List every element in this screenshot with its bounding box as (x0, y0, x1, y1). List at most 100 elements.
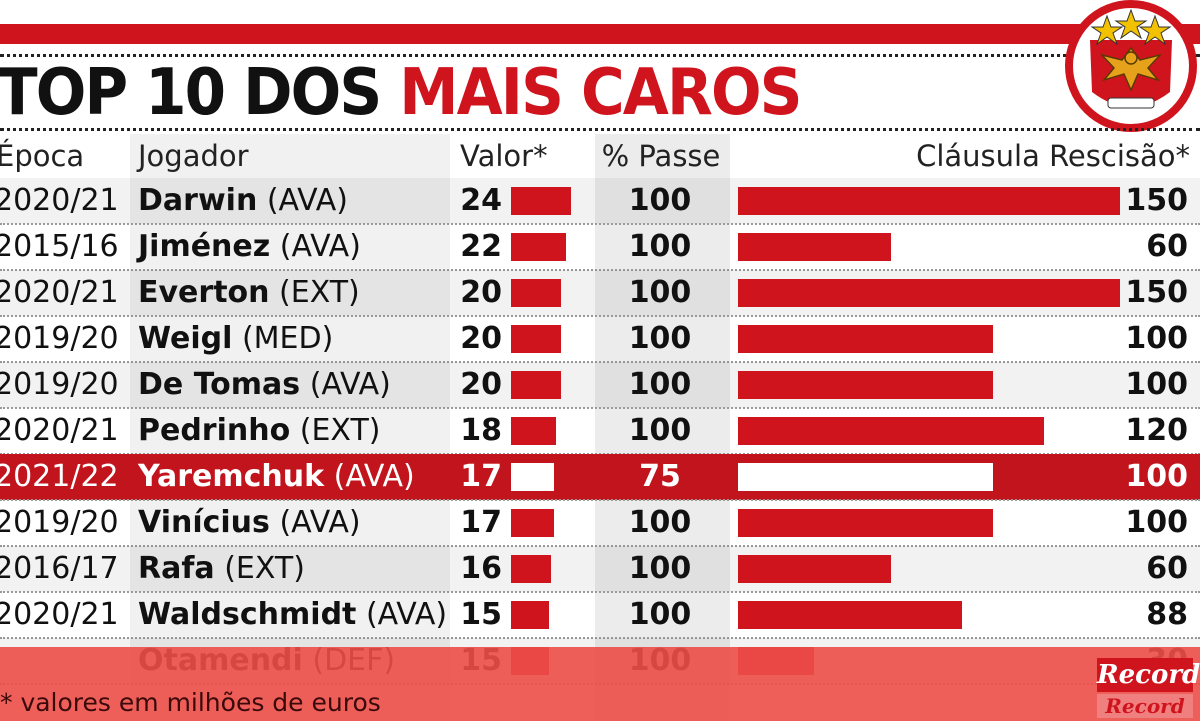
player-position: (AVA) (266, 183, 348, 218)
row-separator (0, 499, 1200, 501)
player-name: Vinícius (138, 505, 270, 540)
cell-valor: 20 (460, 321, 502, 356)
cell-valor: 18 (460, 413, 502, 448)
record-logo: Record (1097, 658, 1200, 692)
header-jogador: Jogador (138, 139, 249, 173)
cell-valor: 15 (460, 597, 502, 632)
row-separator (0, 545, 1200, 547)
player-name: Weigl (138, 321, 233, 356)
table-row: 2015/16 Jiménez (AVA) 22 100 60 (0, 224, 1200, 271)
cell-jogador: Yaremchuk (AVA) (138, 454, 415, 500)
cell-clausula: 88 (1146, 597, 1188, 632)
valor-bar (511, 279, 561, 307)
cell-clausula: 120 (1125, 413, 1188, 448)
cell-valor: 24 (460, 183, 502, 218)
cell-passe: 100 (628, 367, 692, 402)
clausula-bar (738, 463, 993, 491)
header-clausula: Cláusula Rescisão* (916, 139, 1190, 173)
header-passe: % Passe (601, 139, 721, 173)
clausula-bar (738, 325, 993, 353)
table-row: 2019/20 Weigl (MED) 20 100 100 (0, 316, 1200, 363)
player-position: (AVA) (279, 505, 361, 540)
column-shade-jogador (130, 134, 450, 721)
table-row: 2020/21 Everton (EXT) 20 100 150 (0, 270, 1200, 317)
cell-valor: 17 (460, 505, 502, 540)
cell-epoca: 2015/16 (0, 229, 119, 264)
cell-jogador: Weigl (MED) (138, 316, 333, 362)
footnote: * valores em milhões de euros (0, 688, 381, 717)
player-name: Waldschmidt (138, 597, 357, 632)
row-background (0, 546, 1200, 592)
cell-jogador: Rafa (EXT) (138, 546, 305, 592)
row-separator (0, 637, 1200, 639)
player-name: Jiménez (138, 229, 271, 264)
cell-epoca: 2020/21 (0, 275, 119, 310)
cell-valor: 20 (460, 275, 502, 310)
player-name: Everton (138, 275, 270, 310)
row-background (0, 454, 1200, 500)
cell-epoca: 2020/21 (0, 597, 119, 632)
cell-passe: 100 (628, 321, 692, 356)
row-separator (0, 407, 1200, 409)
cell-valor: 20 (460, 367, 502, 402)
cell-jogador: De Tomas (AVA) (138, 362, 391, 408)
cell-passe: 100 (628, 183, 692, 218)
cell-epoca: 2019/20 (0, 367, 119, 402)
player-name: Pedrinho (138, 413, 291, 448)
cell-epoca: 2019/20 (0, 505, 119, 540)
cell-jogador: Jiménez (AVA) (138, 224, 361, 270)
clausula-bar (738, 187, 1120, 215)
player-name: De Tomas (138, 367, 301, 402)
player-position: (AVA) (365, 597, 448, 632)
table-row: 2021/22 Yaremchuk (AVA) 17 75 100 (0, 454, 1200, 501)
title-part-black: TOP 10 DOS (0, 56, 382, 130)
valor-bar (511, 187, 571, 215)
cell-passe: 100 (628, 505, 692, 540)
table-row: 2020/21 Darwin (AVA) 24 100 150 (0, 178, 1200, 225)
cell-valor: 22 (460, 229, 502, 264)
player-position: (MED) (241, 321, 334, 356)
player-name: Darwin (138, 183, 258, 218)
player-position: (AVA) (309, 367, 391, 402)
table-row: 2019/20 Vinícius (AVA) 17 100 100 (0, 500, 1200, 547)
chart-title: TOP 10 DOS MAIS CAROS (0, 56, 803, 130)
table-row: 2016/17 Rafa (EXT) 16 100 60 (0, 546, 1200, 593)
cell-jogador: Darwin (AVA) (138, 178, 348, 224)
row-separator (0, 269, 1200, 271)
valor-bar (511, 325, 561, 353)
player-position: (AVA) (333, 459, 415, 494)
row-background (0, 362, 1200, 408)
cell-passe: 75 (639, 459, 681, 494)
cell-clausula: 150 (1125, 183, 1188, 218)
record-logo-secondary: Record (1097, 694, 1193, 718)
cell-jogador: Pedrinho (EXT) (138, 408, 380, 454)
row-separator (0, 223, 1200, 225)
dotted-divider (0, 128, 1200, 131)
player-name: Yaremchuk (138, 459, 325, 494)
cell-passe: 100 (628, 551, 692, 586)
cell-passe: 100 (628, 597, 692, 632)
cell-clausula: 60 (1146, 551, 1188, 586)
cell-valor: 17 (460, 459, 502, 494)
cell-epoca: 2020/21 (0, 183, 119, 218)
row-separator (0, 591, 1200, 593)
cell-clausula: 100 (1125, 459, 1188, 494)
header-valor: Valor* (460, 139, 548, 173)
top-red-bar (0, 24, 1200, 44)
header-epoca: Época (0, 139, 85, 173)
clausula-bar (738, 417, 1044, 445)
cell-clausula: 100 (1125, 367, 1188, 402)
player-position: (EXT) (224, 551, 305, 586)
player-position: (AVA) (279, 229, 361, 264)
clausula-bar (738, 371, 993, 399)
footer-overlay (0, 647, 1200, 721)
cell-clausula: 60 (1146, 229, 1188, 264)
valor-bar (511, 555, 551, 583)
title-part-red: MAIS CAROS (399, 56, 802, 130)
dotted-divider (0, 54, 1200, 57)
player-position: (EXT) (279, 275, 360, 310)
player-name: Rafa (138, 551, 215, 586)
clausula-bar (738, 509, 993, 537)
valor-bar (511, 371, 561, 399)
column-shade-passe (595, 134, 730, 721)
